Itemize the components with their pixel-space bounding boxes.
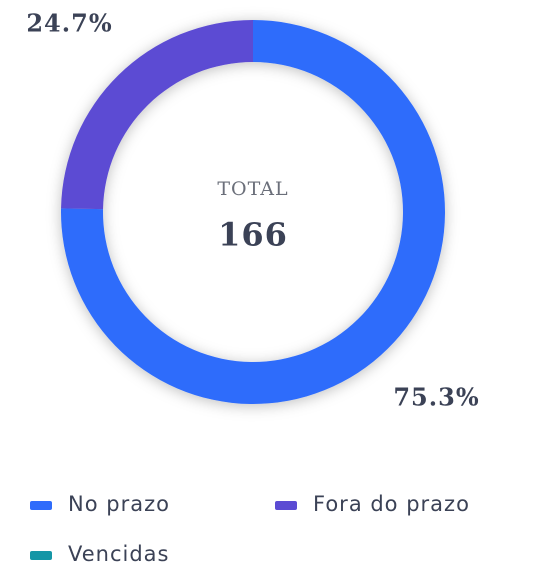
- legend-swatch: [275, 501, 297, 510]
- center-label: TOTAL: [217, 178, 288, 200]
- legend-swatch: [30, 551, 52, 560]
- value-label: 24.7%: [26, 9, 112, 38]
- legend-label: Fora do prazo: [313, 492, 470, 516]
- legend-swatch: [30, 501, 52, 510]
- center-total: 166: [218, 216, 288, 254]
- legend-label: Vencidas: [68, 542, 170, 566]
- legend-label: No prazo: [68, 492, 170, 516]
- value-label: 75.3%: [393, 382, 479, 411]
- donut-segment: [61, 20, 254, 210]
- donut: [61, 20, 445, 404]
